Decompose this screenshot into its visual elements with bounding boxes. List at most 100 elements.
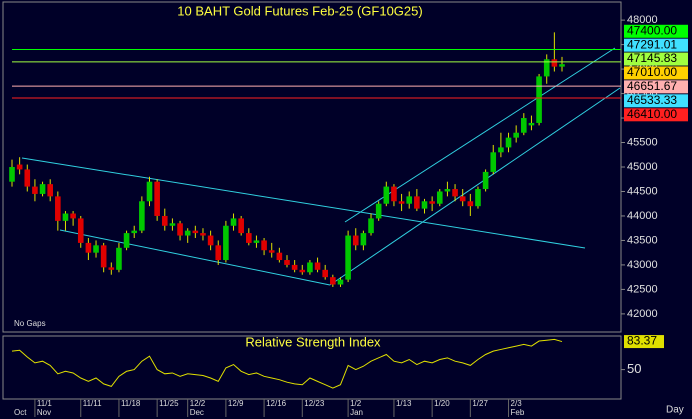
candle-body	[436, 191, 443, 204]
trendline	[329, 87, 621, 286]
candle-body	[459, 196, 466, 202]
candle-body	[414, 196, 420, 209]
level-label: 47145.83	[627, 51, 677, 65]
level-label: 47400.00	[627, 23, 677, 37]
candle-body	[192, 230, 199, 234]
y-tick-label: 45500	[627, 136, 658, 148]
candle-body	[238, 218, 244, 234]
candle-body	[108, 267, 115, 270]
candle-body	[452, 189, 458, 197]
candle-body	[200, 233, 206, 236]
y-tick-label: 43000	[627, 259, 658, 271]
candle-body	[9, 167, 15, 182]
candle-body	[543, 59, 550, 77]
level-box	[624, 52, 688, 66]
trendline	[21, 157, 586, 249]
candle-body	[139, 201, 145, 231]
candle-body	[383, 186, 390, 204]
x-tick-label: 11/25	[159, 399, 179, 408]
level-label: 46651.67	[627, 79, 677, 93]
level-box	[624, 66, 688, 80]
y-tick-label: 42000	[627, 308, 658, 320]
candle-body	[62, 213, 69, 221]
month-label: Oct	[14, 408, 27, 417]
candle-body	[406, 196, 413, 204]
candle-body	[559, 64, 565, 67]
candle-body	[268, 250, 275, 253]
candle-body	[16, 164, 23, 170]
candle-body	[467, 201, 474, 207]
candle-body	[398, 201, 405, 204]
chart-title: 10 BAHT Gold Futures Feb-25 (GF10G25)	[177, 3, 422, 18]
x-tick-label: 1/20	[434, 399, 450, 408]
candle-body	[177, 223, 183, 236]
level-label: 47291.01	[627, 37, 677, 51]
level-box	[624, 24, 688, 38]
candle-body	[70, 213, 76, 219]
candle-body	[360, 233, 367, 246]
candle-body	[253, 240, 260, 243]
candle-body	[55, 196, 61, 221]
rsi-title: Relative Strength Index	[245, 334, 381, 349]
level-box	[624, 94, 688, 108]
month-label: Dec	[190, 408, 204, 417]
candle-body	[77, 218, 84, 243]
x-tick-label: 12/2	[190, 399, 206, 408]
level-label: 47010.00	[627, 65, 677, 79]
y-tick-label: 48000	[627, 14, 658, 26]
x-tick-label: 1/2	[350, 399, 362, 408]
candle-body	[513, 132, 519, 138]
candle-body	[100, 245, 107, 268]
candle-body	[131, 230, 138, 234]
level-box	[624, 80, 688, 94]
candle-body	[85, 242, 92, 253]
candle-body	[291, 264, 298, 270]
candle-body	[215, 245, 222, 261]
candle-body	[475, 189, 481, 207]
candle-body	[551, 59, 558, 67]
candle-body	[368, 218, 374, 234]
candle-body	[345, 235, 351, 280]
candle-body	[337, 279, 344, 285]
rsi-frame	[2, 335, 622, 400]
candle-body	[47, 184, 53, 197]
candle-body	[375, 203, 382, 219]
x-tick-label: 1/13	[396, 399, 412, 408]
candle-body	[276, 252, 283, 261]
trendline	[344, 47, 616, 223]
candle-body	[39, 184, 46, 194]
level-box	[624, 108, 688, 122]
trendline	[59, 229, 331, 286]
month-label: Jan	[350, 408, 363, 417]
x-tick-label: 2/3	[511, 399, 523, 408]
candle-body	[528, 122, 535, 126]
gap-note: No Gaps	[14, 319, 46, 328]
trendlines	[21, 47, 621, 286]
candle-body	[284, 260, 290, 265]
candle-body	[444, 189, 451, 192]
rsi-y-tick-label: 50	[627, 361, 641, 376]
candle-body	[536, 76, 542, 123]
x-tick-label: 12/23	[304, 399, 325, 408]
candle-body	[307, 262, 313, 273]
x-tick-label: 11/11	[83, 399, 102, 408]
candle-body	[207, 235, 214, 246]
y-tick-label: 45000	[627, 161, 658, 173]
candle-body	[429, 201, 435, 204]
candle-body	[521, 118, 527, 133]
candle-body	[314, 262, 321, 270]
candle-body	[161, 215, 168, 226]
candle-body	[490, 152, 497, 172]
candle-body	[32, 186, 38, 194]
candle-body	[246, 233, 252, 243]
candle-body	[146, 181, 153, 202]
candle-body	[322, 269, 328, 278]
candle-body	[123, 233, 130, 248]
candle-body	[299, 269, 306, 273]
y-tick-label: 42500	[627, 283, 658, 295]
candle-body	[24, 169, 31, 187]
x-tick-label: 11/18	[121, 399, 141, 408]
period-label: Day	[666, 405, 684, 416]
level-label: 46533.33	[627, 93, 677, 107]
